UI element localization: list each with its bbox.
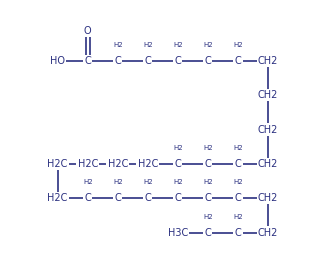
Text: C: C: [145, 193, 151, 203]
Text: H2C: H2C: [138, 159, 158, 169]
Text: C: C: [175, 159, 181, 169]
Text: H2: H2: [83, 179, 92, 185]
Text: C: C: [205, 56, 211, 66]
Text: C: C: [145, 56, 151, 66]
Text: H2: H2: [113, 179, 122, 185]
Text: C: C: [235, 159, 241, 169]
Text: C: C: [205, 159, 211, 169]
Text: H2: H2: [233, 145, 243, 151]
Text: CH2: CH2: [258, 159, 278, 169]
Text: H2: H2: [173, 179, 183, 185]
Text: H2C: H2C: [48, 159, 68, 169]
Text: C: C: [175, 56, 181, 66]
Text: H2: H2: [233, 179, 243, 185]
Text: C: C: [205, 193, 211, 203]
Text: H2: H2: [143, 179, 153, 185]
Text: CH2: CH2: [258, 228, 278, 238]
Text: CH2: CH2: [258, 193, 278, 203]
Text: H2: H2: [203, 214, 213, 220]
Text: C: C: [115, 56, 121, 66]
Text: CH2: CH2: [258, 125, 278, 134]
Text: C: C: [205, 228, 211, 238]
Text: C: C: [84, 56, 91, 66]
Text: H2C: H2C: [48, 193, 68, 203]
Text: H3C: H3C: [168, 228, 188, 238]
Text: H2: H2: [233, 42, 243, 48]
Text: H2: H2: [233, 214, 243, 220]
Text: H2: H2: [203, 179, 213, 185]
Text: C: C: [115, 193, 121, 203]
Text: H2: H2: [173, 42, 183, 48]
Text: CH2: CH2: [258, 90, 278, 100]
Text: C: C: [235, 228, 241, 238]
Text: H2: H2: [143, 42, 153, 48]
Text: C: C: [235, 56, 241, 66]
Text: C: C: [84, 193, 91, 203]
Text: H2C: H2C: [78, 159, 98, 169]
Text: H2: H2: [113, 42, 122, 48]
Text: H2: H2: [203, 42, 213, 48]
Text: H2: H2: [203, 145, 213, 151]
Text: H2C: H2C: [108, 159, 128, 169]
Text: O: O: [84, 26, 91, 36]
Text: HO: HO: [50, 56, 65, 66]
Text: O: O: [84, 26, 91, 36]
Text: C: C: [175, 193, 181, 203]
Text: H2: H2: [173, 145, 183, 151]
Text: CH2: CH2: [258, 56, 278, 66]
Text: C: C: [235, 193, 241, 203]
